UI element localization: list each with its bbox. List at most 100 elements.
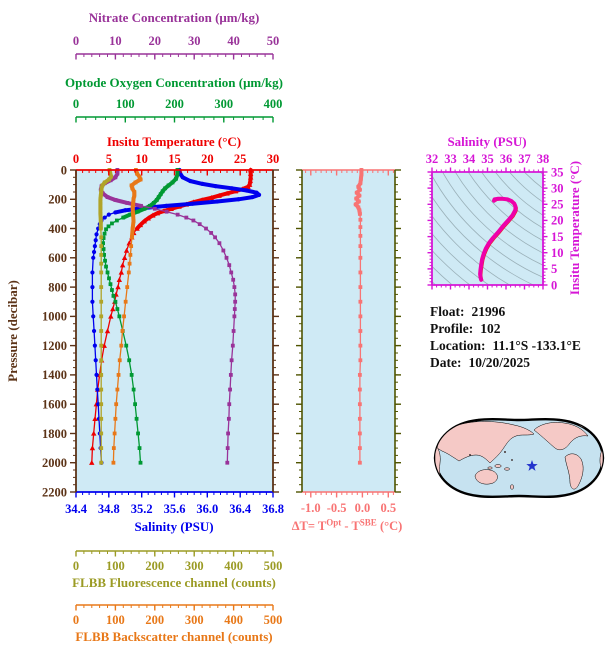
svg-text:2200: 2200	[42, 485, 67, 499]
float-info: Float: 21996 Profile: 102 Location: 11.1°S …	[430, 303, 581, 371]
svg-text:500: 500	[264, 613, 283, 627]
svg-text:10: 10	[551, 246, 564, 260]
svg-text:20: 20	[551, 214, 564, 228]
svg-text:15: 15	[168, 152, 181, 166]
world-map	[433, 417, 605, 499]
svg-text:50: 50	[267, 34, 280, 48]
svg-text:0: 0	[73, 613, 79, 627]
profile-value: 102	[480, 321, 501, 336]
backscatter-axis-title: FLBB Backscatter channel (counts)	[75, 629, 272, 644]
svg-text:300: 300	[214, 97, 233, 111]
svg-text:36.0: 36.0	[196, 502, 218, 516]
delta-t-plot: -1.0 -0.5 0.0 0.5	[296, 168, 401, 515]
svg-text:400: 400	[264, 97, 283, 111]
profile-label: Profile:	[430, 321, 474, 336]
series-flbb-fluorescence	[98, 168, 114, 465]
svg-text:1200: 1200	[42, 339, 67, 353]
svg-text:0: 0	[73, 559, 79, 573]
pressure-axis-title: Pressure (decibar)	[5, 280, 20, 382]
svg-text:35.6: 35.6	[164, 502, 186, 516]
info-row-location: Location: 11.1°S -133.1°E	[430, 337, 581, 354]
svg-text:34.4: 34.4	[65, 502, 88, 516]
svg-text:36.8: 36.8	[262, 502, 284, 516]
svg-text:10: 10	[109, 34, 122, 48]
svg-text:35: 35	[551, 165, 564, 179]
series-flbb-backscatter	[111, 168, 143, 465]
svg-text:35.2: 35.2	[131, 502, 153, 516]
info-row-float: Float: 21996	[430, 303, 581, 320]
svg-text:36.4: 36.4	[229, 502, 252, 516]
svg-text:0: 0	[551, 278, 557, 292]
ts-plot: 32 33 34 35 36 37 38 0 5 10 15 20 25 30 35	[426, 152, 564, 292]
svg-text:200: 200	[145, 559, 164, 573]
series-optode-oxygen	[101, 168, 180, 465]
svg-text:30: 30	[188, 34, 201, 48]
svg-text:30: 30	[267, 152, 280, 166]
date-value: 10/20/2025	[468, 355, 530, 370]
svg-text:20: 20	[149, 34, 162, 48]
temperature-axis-title: Insitu Temperature (°C)	[107, 134, 241, 149]
svg-text:5: 5	[106, 152, 112, 166]
fluorescence-axis-title: FLBB Fluorescence channel (counts)	[72, 575, 276, 590]
svg-text:2000: 2000	[42, 456, 67, 470]
svg-text:35: 35	[481, 152, 494, 166]
svg-text:100: 100	[106, 559, 125, 573]
svg-text:40: 40	[227, 34, 240, 48]
charts-layer: 0 5 10 15 20 25 30 34.4 34.8 35.2 35.6 36.0 36.4 36.8…	[42, 34, 564, 627]
svg-text:300: 300	[185, 613, 204, 627]
ts-salinity-axis-title: Salinity (PSU)	[447, 134, 526, 149]
svg-text:1000: 1000	[42, 310, 67, 324]
svg-text:34.8: 34.8	[98, 502, 120, 516]
float-label: Float:	[430, 304, 465, 319]
svg-text:300: 300	[185, 559, 204, 573]
svg-text:38: 38	[537, 152, 550, 166]
oxygen-axis-title: Optode Oxygen Concentration (μm/kg)	[65, 75, 283, 90]
svg-text:200: 200	[165, 97, 184, 111]
svg-text:5: 5	[551, 262, 557, 276]
info-row-date: Date: 10/20/2025	[430, 354, 581, 371]
svg-text:20: 20	[201, 152, 214, 166]
svg-text:500: 500	[264, 559, 283, 573]
delta-t-axis-title: ΔT= TOpt - TSBE (°C)	[292, 518, 403, 534]
nitrate-axis-title: Nitrate Concentration (μm/kg)	[89, 10, 260, 25]
svg-text:400: 400	[224, 559, 243, 573]
float-location-star	[526, 460, 538, 471]
svg-text:-0.5: -0.5	[327, 501, 347, 515]
float-value: 21996	[471, 304, 506, 319]
location-value: 11.1°S -133.1°E	[492, 338, 581, 353]
info-row-profile: Profile: 102	[430, 320, 581, 337]
svg-text:600: 600	[48, 251, 67, 265]
svg-text:200: 200	[48, 193, 67, 207]
svg-text:30: 30	[551, 181, 564, 195]
svg-text:10: 10	[135, 152, 148, 166]
svg-text:37: 37	[518, 152, 531, 166]
svg-text:-1.0: -1.0	[301, 501, 321, 515]
svg-text:25: 25	[234, 152, 247, 166]
series-delta-t	[353, 168, 364, 465]
svg-text:0: 0	[73, 97, 79, 111]
svg-text:33: 33	[444, 152, 457, 166]
svg-text:400: 400	[224, 613, 243, 627]
location-label: Location:	[430, 338, 486, 353]
svg-text:0: 0	[73, 152, 79, 166]
svg-text:15: 15	[551, 230, 564, 244]
svg-text:1600: 1600	[42, 397, 67, 411]
svg-text:0.0: 0.0	[355, 501, 371, 515]
svg-text:0: 0	[73, 34, 79, 48]
profile-plot: 0 5 10 15 20 25 30 34.4 34.8 35.2 35.6 36.0 36.4 36.8…	[42, 34, 284, 627]
svg-text:400: 400	[48, 222, 67, 236]
svg-text:25: 25	[551, 198, 564, 212]
svg-text:36: 36	[500, 152, 513, 166]
svg-text:0.5: 0.5	[380, 501, 396, 515]
svg-text:100: 100	[116, 97, 135, 111]
svg-text:1400: 1400	[42, 368, 67, 382]
svg-text:800: 800	[48, 280, 67, 294]
svg-text:0: 0	[61, 163, 67, 177]
svg-text:32: 32	[426, 152, 439, 166]
svg-text:1800: 1800	[42, 427, 67, 441]
date-label: Date:	[430, 355, 462, 370]
ts-temperature-axis-title: Insitu Temperature (°C)	[567, 161, 582, 295]
series-ts-curve	[478, 196, 518, 282]
